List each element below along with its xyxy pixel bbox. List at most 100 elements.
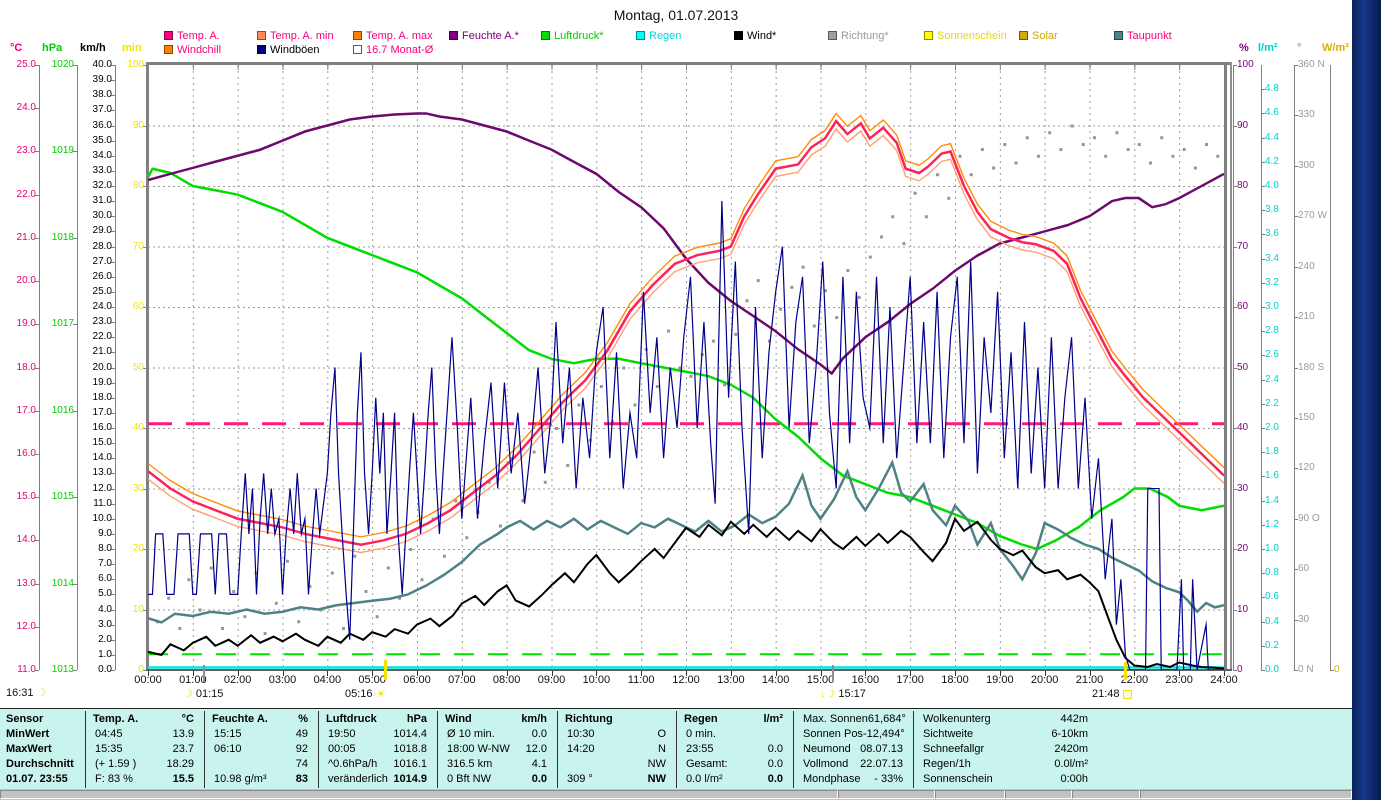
wind-axis-label: 23.0	[92, 316, 112, 328]
time-tick-label: 11:00	[627, 674, 655, 686]
status-bar-segment	[0, 790, 838, 799]
humidity-axis-label: 50	[1237, 361, 1249, 373]
rain-axis-tick	[1261, 186, 1265, 187]
direction-axis-tick	[1294, 65, 1298, 66]
pressure-axis-label: 1018	[51, 231, 74, 243]
wind-axis-tick	[111, 307, 115, 308]
table-cell-left: F: 83 %	[95, 773, 133, 785]
rain-axis-label: 4.2	[1265, 155, 1279, 167]
temp-axis-tick	[35, 281, 39, 283]
wind-axis-label: 34.0	[92, 149, 112, 161]
temp-axis-tick	[35, 108, 39, 110]
legend-item: Regen	[636, 30, 681, 42]
wind-axis-label: 35.0	[92, 134, 112, 146]
sunshine-axis-label: 100	[127, 59, 144, 70]
wind-axis-tick	[111, 110, 115, 112]
sunshine-axis-unit: min	[122, 42, 142, 54]
legend-swatch	[164, 45, 173, 54]
sunshine-axis-tick	[143, 246, 147, 248]
temp-axis-tick	[35, 497, 39, 499]
wind-axis-label: 31.0	[92, 195, 112, 207]
wind-axis-tick	[111, 594, 115, 596]
rain-axis-tick	[1261, 282, 1265, 284]
desktop-background-strip	[1352, 0, 1381, 800]
table-cell-value: 83	[295, 773, 308, 785]
humidity-axis-tick	[1233, 488, 1237, 490]
table-cell-left: 00:05	[328, 743, 356, 755]
info-label: Regen/1h	[923, 758, 971, 770]
temp-axis-label: 11.0	[17, 664, 36, 675]
wind-axis-tick	[111, 125, 115, 127]
humidity-axis-label: 60	[1237, 301, 1249, 312]
temp-axis-tick	[35, 583, 39, 585]
direction-axis-label: 240	[1298, 260, 1315, 272]
temp-axis-label: 16.0	[16, 447, 36, 459]
table-cell: 316.5 km 4.1	[447, 757, 547, 772]
wind-axis-label: 3.0	[98, 618, 112, 630]
marker-time: 16:31	[6, 687, 34, 699]
table-cell-left: 15:35	[95, 743, 123, 755]
temp-axis-tick	[35, 367, 39, 369]
humidity-axis-tick	[1233, 307, 1237, 308]
time-tick	[955, 671, 956, 676]
time-tick-label: 21:00	[1075, 674, 1104, 686]
rain-axis-unit: l/m²	[1258, 42, 1278, 54]
wind-axis-label: 28.0	[92, 240, 112, 252]
table-cell: 14:20 N	[567, 742, 666, 757]
rain-axis-tick	[1261, 597, 1265, 599]
table-cell-left: (+ 1.59 )	[95, 758, 137, 770]
rain-axis-tick	[1261, 89, 1265, 91]
table-cell: ^0.6hPa/h 1016.1	[328, 757, 427, 772]
table-column-divider	[437, 711, 438, 788]
legend-swatch	[164, 31, 173, 40]
wind-axis-label: 12.0	[92, 482, 112, 494]
wind-axis-line	[115, 65, 116, 670]
pressure-axis-label: 1014	[51, 577, 74, 589]
info-value: 0.0l/m²	[1054, 758, 1088, 770]
info-label: Sonnenschein	[923, 773, 993, 785]
rain-axis-tick	[1261, 355, 1265, 357]
table-column-header: Temp. A. °C	[93, 712, 194, 727]
rain-axis-label: 0.8	[1265, 567, 1279, 579]
time-tick-label: 02:00	[223, 674, 252, 686]
table-cell-left: 23:55	[686, 743, 714, 755]
table-column-header: Regen l/m²	[684, 712, 783, 727]
humidity-axis-label: 100	[1237, 59, 1254, 70]
legend-item-label: Taupunkt	[1127, 29, 1172, 42]
wind-axis-tick	[111, 473, 115, 475]
wind-axis-tick	[111, 412, 115, 414]
rain-axis-label: 3.2	[1265, 276, 1279, 288]
info-label: Vollmond	[803, 758, 849, 770]
plot-top-border	[146, 62, 1232, 65]
wind-axis-label: 40.0	[92, 59, 112, 70]
rain-axis-tick	[1261, 645, 1265, 647]
table-row-label: Durchschnitt	[6, 758, 74, 770]
temp-axis-tick	[35, 626, 39, 628]
time-tick	[506, 671, 508, 676]
table-cell-left: 10:30	[567, 728, 595, 740]
wind-axis-tick	[111, 322, 115, 324]
wind-axis-label: 8.0	[98, 543, 112, 554]
direction-axis-label: 150	[1298, 411, 1315, 423]
humidity-axis-unit: %	[1239, 42, 1249, 54]
legend-swatch	[449, 31, 458, 40]
rain-axis-tick	[1261, 452, 1265, 454]
pressure-axis-tick	[73, 497, 77, 499]
temp-axis-tick	[35, 410, 39, 412]
humidity-axis-tick	[1233, 246, 1237, 248]
table-cell-value: 49	[295, 728, 308, 740]
time-tick	[999, 671, 1001, 676]
pressure-axis-tick	[73, 410, 77, 412]
pressure-axis-tick	[73, 65, 77, 66]
table-info-cell: Neumond 08.07.13	[803, 742, 903, 757]
table-column-header: Wind km/h	[445, 712, 547, 727]
direction-axis-tick	[1294, 367, 1298, 369]
moonrise-tick	[832, 665, 834, 682]
time-tick-label: 13:00	[717, 674, 745, 686]
table-cell: 309 ° NW	[567, 772, 666, 787]
wind-axis-label: 37.0	[92, 104, 112, 116]
legend-swatch	[257, 31, 266, 40]
direction-axis-tick	[1294, 569, 1298, 571]
rain-axis-tick	[1261, 476, 1265, 478]
direction-axis-tick	[1294, 417, 1298, 419]
